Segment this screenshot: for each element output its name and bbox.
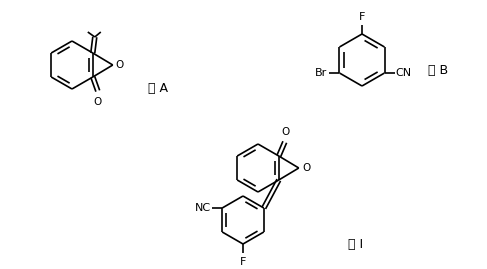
Text: 式 B: 式 B <box>428 63 448 76</box>
Text: F: F <box>359 12 365 22</box>
Text: F: F <box>240 257 246 267</box>
Text: NC: NC <box>195 203 211 213</box>
Text: O: O <box>303 163 311 173</box>
Text: O: O <box>116 60 124 70</box>
Text: O: O <box>281 127 290 137</box>
Text: 式 A: 式 A <box>148 82 168 94</box>
Text: Br: Br <box>315 68 327 78</box>
Text: CN: CN <box>395 68 412 78</box>
Text: O: O <box>94 97 102 107</box>
Text: 式 I: 式 I <box>348 239 363 252</box>
